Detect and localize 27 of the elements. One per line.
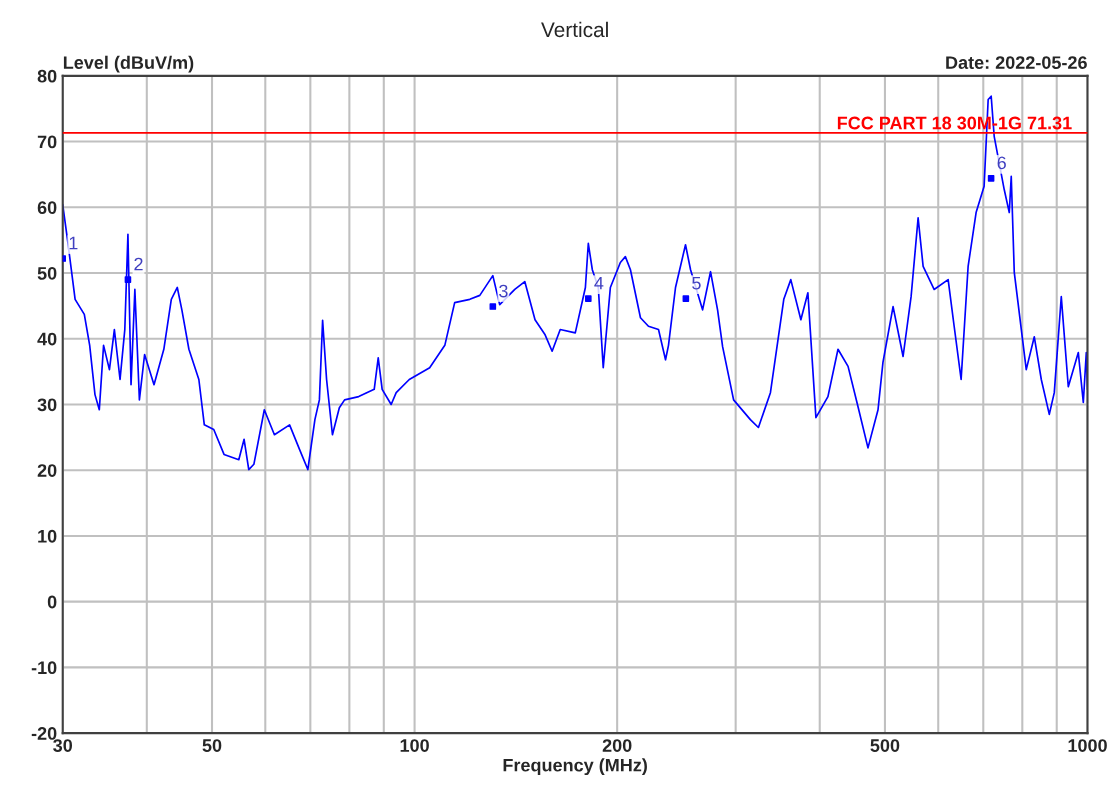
y-axis-title: Level (dBuV/m)	[63, 55, 194, 73]
y-tick-label: 80	[37, 69, 57, 83]
text: Date: 2022-05-26	[946, 56, 1087, 69]
annotation: 1	[69, 236, 78, 250]
x-tick-label: 100	[400, 739, 429, 752]
x-tick-label: 50	[202, 739, 222, 752]
y-tick-label: 30	[37, 398, 57, 412]
annotation: 4	[594, 276, 604, 290]
y-tick-label: 60	[37, 201, 57, 215]
annotation: 3	[499, 284, 508, 298]
annotation: 6	[997, 156, 1006, 170]
annotation: 2	[134, 257, 143, 271]
x-tick-label: 500	[870, 739, 900, 752]
y-tick-label: 0	[47, 595, 57, 609]
y-tick-label: 50	[37, 266, 57, 280]
x-axis-title: Frequency (MHz)	[503, 758, 647, 776]
y-tick-label: -10	[31, 661, 57, 675]
y-tick-label: 40	[37, 332, 57, 346]
annotation: 5	[692, 276, 701, 290]
y-tick-label: 20	[37, 464, 57, 477]
x-tick-label: 30	[53, 739, 73, 752]
y-tick-label: -20	[31, 727, 57, 740]
chart-title: Vertical	[541, 21, 608, 38]
y-tick-label: 10	[38, 529, 57, 543]
x-tick-label: 200	[602, 739, 632, 752]
x-tick-label: 1000	[1068, 739, 1107, 752]
y-tick-label: 70	[37, 135, 57, 149]
